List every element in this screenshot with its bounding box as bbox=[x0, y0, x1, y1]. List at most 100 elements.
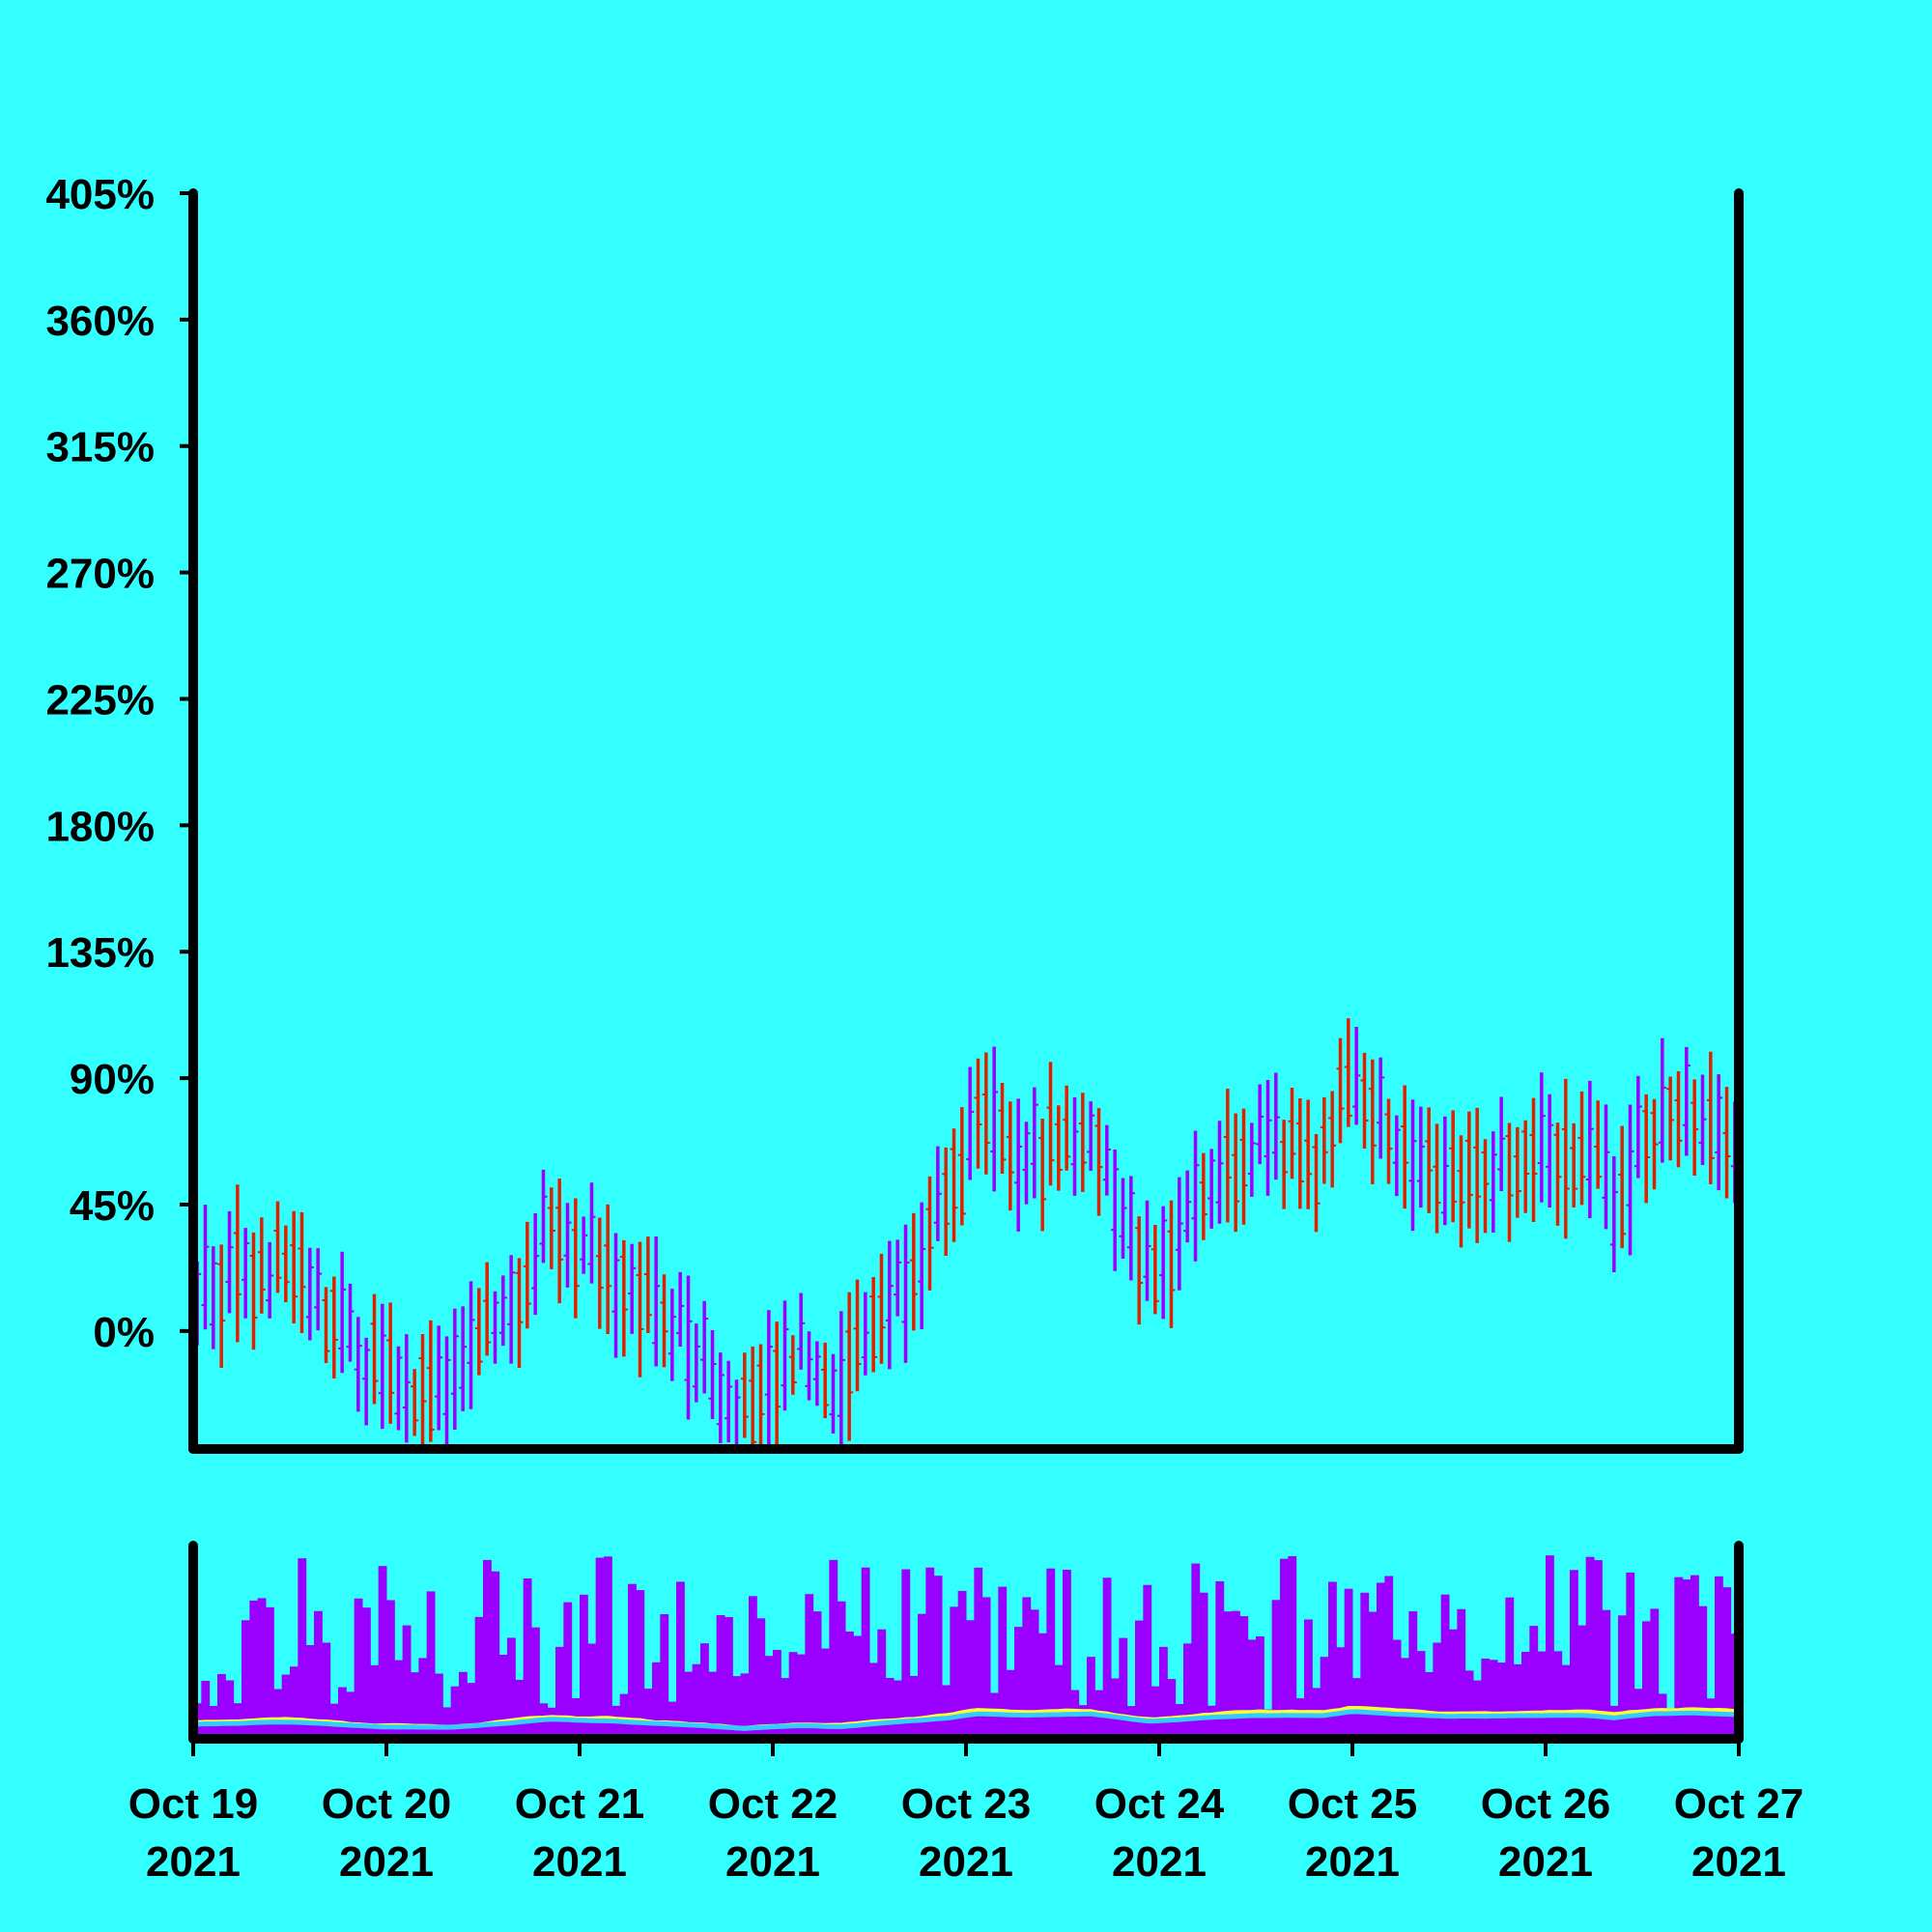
volume-bar bbox=[450, 1686, 460, 1739]
volume-bar bbox=[281, 1674, 291, 1739]
price-bars bbox=[193, 1018, 1739, 1449]
price-bar bbox=[507, 1255, 516, 1364]
price-bar bbox=[1191, 1130, 1200, 1262]
price-bar bbox=[474, 1288, 483, 1376]
volume-bar bbox=[676, 1581, 685, 1739]
volume-bar bbox=[362, 1607, 371, 1739]
volume-bar bbox=[974, 1567, 983, 1739]
volume-bar bbox=[1585, 1556, 1595, 1739]
volume-bar bbox=[378, 1566, 387, 1739]
volume-bar bbox=[1674, 1577, 1684, 1739]
volume-bar bbox=[1497, 1662, 1506, 1739]
volume-bar bbox=[346, 1691, 355, 1739]
price-bar bbox=[1594, 1100, 1603, 1189]
volume-bar bbox=[933, 1576, 943, 1739]
price-bar bbox=[1618, 1125, 1627, 1249]
price-bar bbox=[652, 1236, 661, 1367]
volume-bar bbox=[643, 1689, 653, 1739]
volume-bar bbox=[498, 1654, 508, 1739]
price-bar bbox=[1151, 1225, 1159, 1315]
price-bar bbox=[643, 1236, 652, 1334]
volume-bar bbox=[515, 1679, 525, 1739]
volume-bar bbox=[660, 1614, 669, 1739]
volume-bar bbox=[740, 1673, 750, 1739]
volume-bar bbox=[1513, 1663, 1522, 1739]
volume-bar bbox=[1690, 1575, 1699, 1739]
price-bar bbox=[539, 1169, 548, 1264]
volume-bar bbox=[1199, 1592, 1208, 1739]
volume-bar bbox=[322, 1642, 331, 1739]
volume-bar bbox=[1706, 1698, 1716, 1739]
volume-bar bbox=[628, 1583, 637, 1739]
price-bar bbox=[604, 1204, 612, 1334]
x-tick-label-date: Oct 24 bbox=[1094, 1780, 1225, 1828]
price-bar bbox=[426, 1320, 435, 1442]
price-bar bbox=[845, 1292, 854, 1441]
x-tick-label-date: Oct 20 bbox=[322, 1780, 452, 1828]
y-axis-labels: 0% 45% 90% 135% 180% 225% 270% 315% 360% 405% bbox=[45, 171, 155, 1356]
volume-bar bbox=[531, 1627, 540, 1739]
volume-bar bbox=[1666, 1711, 1675, 1739]
price-bar bbox=[483, 1262, 492, 1356]
volume-bar bbox=[1304, 1619, 1313, 1739]
volume-bar bbox=[756, 1618, 766, 1739]
price-bar bbox=[1634, 1075, 1642, 1179]
price-bar bbox=[1457, 1135, 1465, 1248]
price-bar bbox=[1401, 1085, 1409, 1209]
volume-bar bbox=[1570, 1570, 1578, 1739]
volume-bar bbox=[1006, 1669, 1015, 1739]
volume-bar bbox=[1529, 1626, 1539, 1739]
price-bar bbox=[354, 1317, 362, 1412]
price-bar bbox=[1433, 1123, 1441, 1234]
price-bar bbox=[531, 1212, 540, 1316]
price-bar bbox=[1368, 1059, 1377, 1185]
price-bar bbox=[1143, 1200, 1151, 1301]
volume-bar bbox=[684, 1671, 694, 1739]
volume-bar bbox=[442, 1707, 452, 1739]
price-bar bbox=[1087, 1101, 1095, 1171]
volume-bar bbox=[474, 1616, 484, 1739]
volume-bar bbox=[1344, 1588, 1353, 1739]
volume-bar bbox=[749, 1596, 757, 1739]
volume-bar bbox=[894, 1680, 902, 1739]
price-bar bbox=[1561, 1078, 1570, 1239]
price-bar bbox=[523, 1221, 531, 1329]
price-bar bbox=[1239, 1108, 1248, 1225]
volume-bar bbox=[249, 1600, 259, 1739]
price-bar bbox=[1014, 1098, 1023, 1232]
price-bar bbox=[1030, 1087, 1038, 1199]
price-bar bbox=[1464, 1111, 1473, 1229]
volume-bar bbox=[587, 1643, 597, 1739]
price-bar bbox=[1336, 1037, 1345, 1144]
price-bar bbox=[1489, 1131, 1497, 1234]
price-bar bbox=[1384, 1098, 1393, 1184]
price-bar bbox=[756, 1344, 765, 1449]
price-bar bbox=[587, 1182, 596, 1284]
price-bar bbox=[885, 1240, 894, 1370]
volume-bar bbox=[764, 1656, 774, 1739]
price-bar bbox=[925, 1176, 934, 1291]
volume-bar bbox=[1280, 1558, 1289, 1739]
volume-bar bbox=[732, 1676, 742, 1739]
price-bar bbox=[740, 1352, 749, 1438]
price-bar bbox=[498, 1275, 507, 1347]
volume-bars bbox=[193, 1555, 1740, 1739]
y-tick-label: 405% bbox=[45, 171, 155, 218]
x-tick-label-year: 2021 bbox=[919, 1838, 1013, 1886]
price-bar bbox=[346, 1283, 355, 1362]
price-bar bbox=[1320, 1096, 1328, 1184]
volume-bar bbox=[491, 1571, 500, 1739]
price-bar bbox=[1602, 1104, 1610, 1230]
price-bar bbox=[1271, 1072, 1280, 1180]
volume-bar bbox=[1215, 1580, 1225, 1739]
price-bar bbox=[1038, 1118, 1047, 1232]
price-bar bbox=[1546, 1094, 1554, 1208]
price-bar bbox=[362, 1337, 371, 1426]
volume-bar bbox=[386, 1600, 395, 1739]
price-bar bbox=[394, 1346, 403, 1431]
volume-bar bbox=[217, 1673, 226, 1739]
volume-bar bbox=[370, 1664, 380, 1739]
volume-bar bbox=[1022, 1597, 1032, 1739]
price-bar bbox=[322, 1287, 330, 1363]
volume-bar bbox=[716, 1614, 725, 1739]
